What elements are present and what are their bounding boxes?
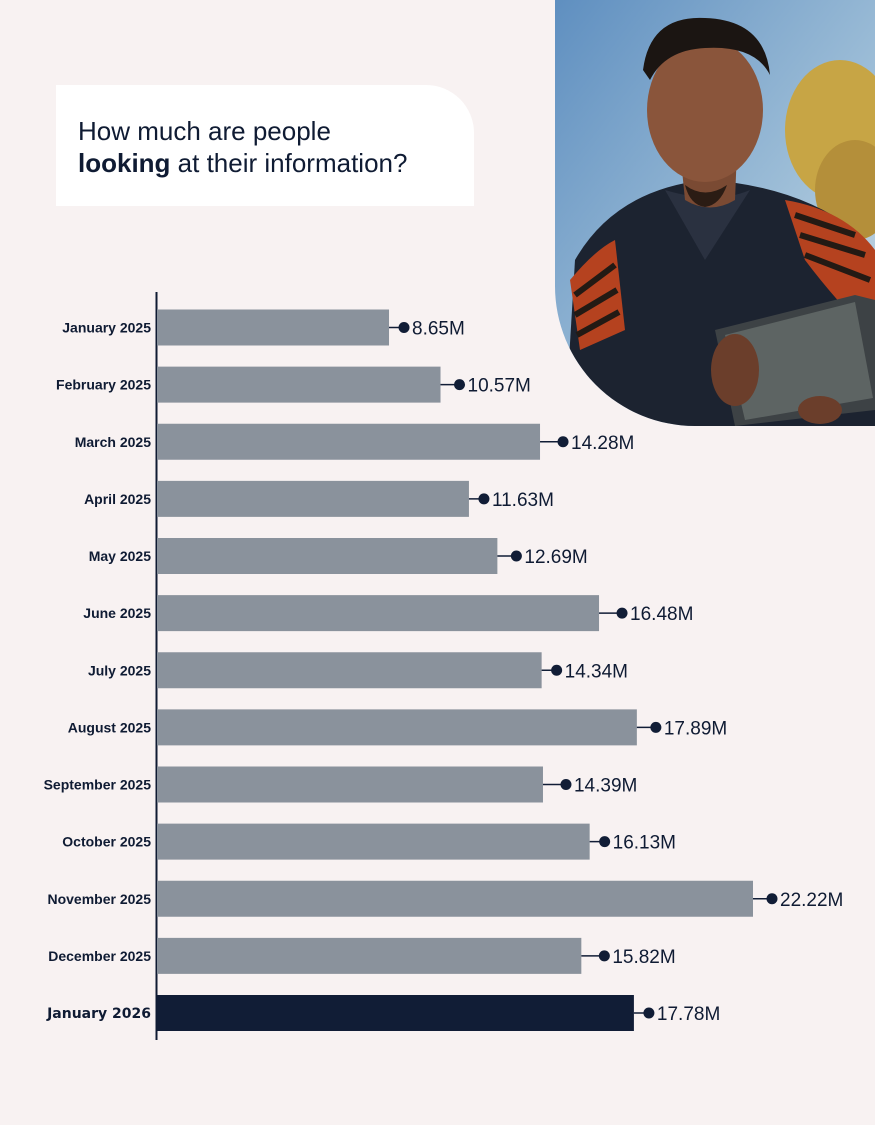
value-marker xyxy=(598,950,610,962)
bar-row: January 2025 8.65M xyxy=(62,309,465,346)
category-label: April 2025 xyxy=(84,491,151,507)
title-emphasis: looking xyxy=(78,148,171,178)
bars-layer: January 2025 8.65M February 2025 10.57M Marc… xyxy=(44,309,843,1031)
value-label: 22.22M xyxy=(780,890,843,911)
bar xyxy=(157,937,582,974)
value-marker xyxy=(616,607,628,619)
value-label: 16.13M xyxy=(613,833,676,854)
bar-row: April 2025 11.63M xyxy=(84,480,554,517)
bar-row: September 2025 14.39M xyxy=(44,766,637,803)
value-marker xyxy=(551,664,563,676)
bar xyxy=(157,823,590,860)
bar xyxy=(157,366,441,403)
value-label: 14.28M xyxy=(571,433,634,454)
bar-row: March 2025 14.28M xyxy=(75,423,634,460)
value-marker xyxy=(510,550,522,562)
value-label: 12.69M xyxy=(524,547,587,568)
value-label: 14.39M xyxy=(574,776,637,797)
category-label: November 2025 xyxy=(47,891,151,907)
value-marker xyxy=(478,493,490,505)
bar xyxy=(157,309,390,346)
bar-row: January 2026 17.78M xyxy=(46,995,720,1031)
bar xyxy=(157,880,753,917)
value-label: 15.82M xyxy=(612,947,675,968)
bar-row: October 2025 16.13M xyxy=(62,823,676,860)
category-label: February 2025 xyxy=(56,377,151,393)
category-label: January 2026 xyxy=(46,1006,151,1022)
title-rest: at their information? xyxy=(177,148,408,178)
value-label: 11.63M xyxy=(492,490,554,511)
value-marker xyxy=(643,1007,655,1019)
value-label: 16.48M xyxy=(630,604,693,625)
value-marker xyxy=(398,322,410,333)
title-card: How much are people looking at their inf… xyxy=(56,85,474,206)
bar xyxy=(157,480,469,517)
category-label: May 2025 xyxy=(89,548,151,564)
person-with-tablet-photo-icon xyxy=(555,0,875,426)
bar-row: November 2025 22.22M xyxy=(47,880,843,917)
value-marker xyxy=(557,436,569,448)
value-label: 8.65M xyxy=(412,319,465,340)
category-label: June 2025 xyxy=(83,605,151,621)
value-marker xyxy=(766,893,778,905)
category-label: January 2025 xyxy=(62,320,151,336)
category-label: September 2025 xyxy=(44,777,152,793)
value-marker xyxy=(560,779,572,790)
value-label: 17.89M xyxy=(664,718,727,739)
bar-row: June 2025 16.48M xyxy=(83,595,693,632)
category-label: October 2025 xyxy=(62,834,151,850)
bar-row: August 2025 17.89M xyxy=(68,709,727,746)
value-label: 10.57M xyxy=(468,376,531,397)
value-marker xyxy=(599,836,611,848)
bar-row: May 2025 12.69M xyxy=(89,538,588,574)
bar xyxy=(157,595,600,632)
value-marker xyxy=(454,379,466,391)
value-label: 14.34M xyxy=(565,661,628,682)
bar-row: February 2025 10.57M xyxy=(56,366,531,403)
bar xyxy=(157,538,498,574)
category-label: July 2025 xyxy=(88,662,151,678)
bar-row: July 2025 14.34M xyxy=(88,652,628,689)
bar-row: December 2025 15.82M xyxy=(48,937,676,974)
value-label: 17.78M xyxy=(657,1004,720,1025)
category-label: August 2025 xyxy=(68,719,151,735)
title-line-2: looking at their information? xyxy=(78,147,452,179)
category-label: March 2025 xyxy=(75,434,151,450)
bar xyxy=(157,766,543,803)
person-photo xyxy=(555,0,875,426)
bar xyxy=(157,995,634,1031)
bar xyxy=(157,709,637,746)
bar xyxy=(157,652,542,689)
title-line-1: How much are people xyxy=(78,116,331,146)
bar xyxy=(157,423,541,460)
category-label: December 2025 xyxy=(48,948,151,964)
value-marker xyxy=(650,721,662,733)
